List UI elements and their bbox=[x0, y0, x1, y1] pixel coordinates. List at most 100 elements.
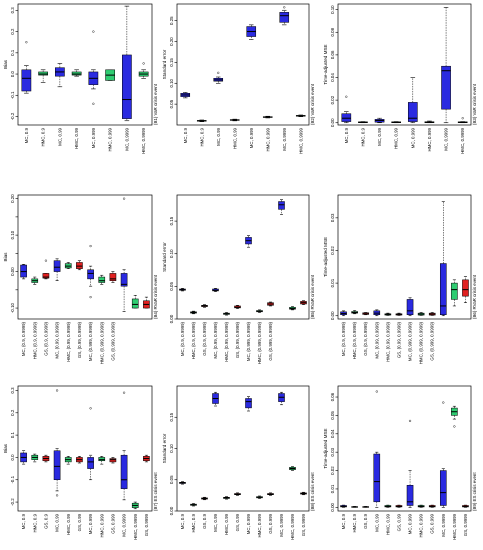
x-tick-label: GS, 0.9 bbox=[202, 513, 207, 528]
box-mc bbox=[212, 288, 219, 292]
x-tick-label: MC, (0.999, 0.9999) bbox=[88, 321, 93, 361]
box-panel-8: 0.00 0.05 0.10 0.15 Standard error (B8) ES cr… bbox=[162, 385, 315, 540]
box-mc bbox=[278, 199, 285, 215]
panel-caption: (B4) RVaR crisis event bbox=[153, 274, 158, 319]
box-panel-5: 0.00 0.05 0.10 0.15 Standard error (B5) RVaR … bbox=[162, 194, 315, 364]
box-hmc bbox=[190, 503, 197, 507]
outlier-point bbox=[44, 259, 48, 262]
x-tick-label: GS, 0.9999 bbox=[463, 513, 468, 536]
box-body bbox=[406, 485, 414, 506]
box-mc bbox=[21, 41, 32, 94]
plot-frame bbox=[337, 3, 472, 126]
outlier-point bbox=[217, 71, 220, 74]
panel-caption: (B5) RVaR crisis event bbox=[310, 274, 315, 319]
y-tick-label: 0.01 bbox=[330, 278, 335, 287]
box-body bbox=[341, 113, 352, 122]
x-tick-label: HMC, 0.99 bbox=[385, 513, 390, 535]
x-tick-label: GS, 0.999 bbox=[430, 513, 435, 533]
box-hmc bbox=[38, 69, 48, 83]
box-hmc bbox=[417, 312, 425, 316]
box-gs bbox=[300, 300, 307, 305]
x-tick-label: MC, 0.99 bbox=[213, 513, 218, 531]
y-tick-label: 0.10 bbox=[169, 78, 174, 87]
box-mc bbox=[439, 401, 447, 508]
outlier-point bbox=[122, 391, 126, 394]
box-mc bbox=[278, 391, 285, 406]
y-tick-label: 0.00 bbox=[330, 118, 335, 127]
box-body bbox=[120, 273, 128, 287]
x-tick-label: GS, 0.9999 bbox=[144, 513, 149, 536]
box-panel-7: -0.2 -0.1 0.0 0.1 0.2 0.3 Bias (B7) ES crisis e… bbox=[3, 385, 158, 540]
x-tick-label: HMC, 0.999 bbox=[108, 127, 113, 151]
outlier-point bbox=[453, 425, 456, 428]
x-tick-label: HMC, 0.999 bbox=[427, 127, 432, 151]
outlier-point bbox=[283, 6, 286, 9]
y-tick-label: 0.00 bbox=[10, 267, 15, 276]
x-tick-label: MC, 0.999 bbox=[246, 513, 251, 534]
box-hmc bbox=[384, 312, 392, 316]
panel-caption: (B7) ES crisis event bbox=[153, 472, 158, 511]
outlier-point bbox=[461, 117, 464, 120]
box-hmc bbox=[98, 456, 106, 465]
x-tick-label: HMC, 0.9 bbox=[360, 127, 365, 146]
y-axis-label: Bias bbox=[3, 252, 8, 262]
box-mc bbox=[212, 391, 219, 407]
y-axis-label: Bias bbox=[3, 443, 8, 453]
x-tick-label: MC, (0.999, 0.9999) bbox=[408, 321, 413, 361]
x-tick-label: HMC, 0.99 bbox=[394, 127, 399, 149]
y-tick-label: 0.2 bbox=[10, 409, 15, 416]
x-tick-label: MC, (0.9, 0.9999) bbox=[341, 321, 346, 356]
y-axis-label: Standard error bbox=[162, 242, 167, 272]
y-tick-label: 0.25 bbox=[169, 16, 174, 25]
y-tick-label: 0.06 bbox=[330, 392, 335, 401]
box-gs bbox=[362, 506, 370, 508]
x-tick-label: HMC, 0.9999 bbox=[460, 127, 465, 153]
y-tick-label: 0.0 bbox=[10, 70, 15, 77]
x-tick-label: MC, 0.99 bbox=[377, 127, 382, 145]
box-body bbox=[53, 260, 61, 272]
box-hmc bbox=[256, 309, 263, 313]
x-tick-label: HMC, 0.9999 bbox=[290, 513, 295, 539]
x-tick-label: GS, (0.9, 0.9999) bbox=[363, 321, 368, 355]
box-gs bbox=[395, 504, 403, 508]
box-body bbox=[441, 65, 451, 110]
x-tick-label: MC, 0.9 bbox=[341, 513, 346, 529]
box-gs bbox=[395, 312, 403, 316]
y-tick-label: 0.08 bbox=[330, 27, 335, 36]
box-mc bbox=[340, 310, 347, 317]
x-tick-label: HMC, (0.9, 0.9999) bbox=[352, 321, 357, 359]
box-mc bbox=[406, 419, 414, 508]
box-gs bbox=[462, 276, 469, 303]
box-panel-3: 0.00 0.02 0.04 0.06 0.08 0.10 Time-adjusted MS… bbox=[323, 3, 477, 154]
box-hmc bbox=[391, 121, 402, 124]
y-tick-label: -0.2 bbox=[10, 112, 15, 120]
x-tick-label: MC, 0.999 bbox=[408, 513, 413, 534]
box-hmc bbox=[229, 118, 240, 122]
x-tick-label: HMC, (0.999, 0.9999) bbox=[99, 321, 104, 364]
box-gs bbox=[267, 301, 274, 307]
box-body bbox=[109, 273, 117, 281]
box-gs bbox=[428, 504, 436, 508]
y-tick-label: 0.02 bbox=[330, 95, 335, 104]
outlier-point bbox=[92, 102, 95, 105]
box-gs bbox=[109, 271, 117, 283]
y-tick-label: -0.2 bbox=[10, 498, 15, 506]
x-tick-label: GS, 0.9999 bbox=[301, 513, 306, 536]
box-mc bbox=[373, 309, 381, 317]
box-hmc bbox=[98, 274, 106, 285]
x-tick-label: HMC, 0.9999 bbox=[298, 127, 303, 153]
y-tick-label: 0.1 bbox=[10, 432, 15, 439]
x-tick-label: GS, 0.99 bbox=[396, 513, 401, 531]
box-body bbox=[71, 71, 82, 76]
y-tick-label: 0.01 bbox=[330, 484, 335, 493]
box-hmc bbox=[105, 69, 115, 81]
y-axis-label: Time-adjusted MSE bbox=[323, 237, 328, 277]
x-tick-label: MC, 0.999 bbox=[410, 127, 415, 148]
x-tick-label: HMC, (0.9, 0.9999) bbox=[32, 321, 37, 359]
box-gs bbox=[201, 496, 208, 501]
panel-caption: (B6) RVaR crisis event bbox=[472, 274, 477, 319]
box-hmc bbox=[384, 504, 392, 508]
panel-caption: (B1) VaR crisis event bbox=[153, 83, 158, 125]
x-tick-label: GS, 0.99 bbox=[77, 513, 82, 531]
x-tick-label: MC, (0.99, 0.9999) bbox=[374, 321, 379, 358]
